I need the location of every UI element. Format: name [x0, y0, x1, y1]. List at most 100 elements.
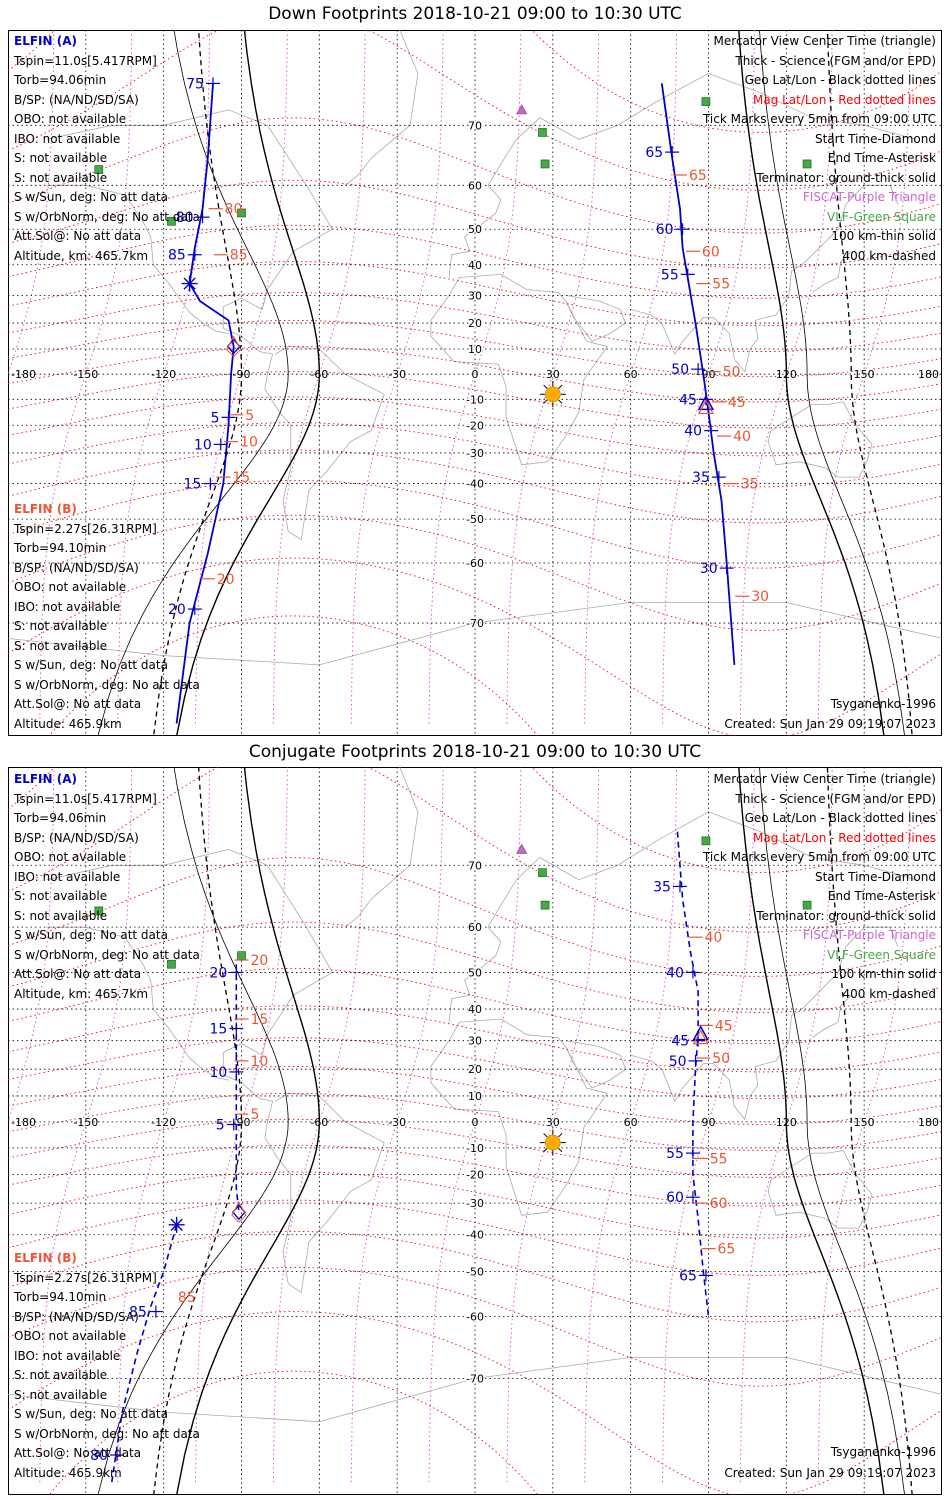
mag-lat-line	[8, 30, 942, 191]
coastline	[812, 251, 852, 293]
lat-tick-label: -70	[466, 1373, 484, 1386]
track-tick-label: 15	[209, 1021, 227, 1037]
track-tick-label: 20	[209, 965, 227, 981]
mag-lon-line	[39, 30, 133, 724]
coastline	[448, 811, 917, 1023]
center-time-triangle	[697, 399, 714, 415]
info-line: Tspin=11.0s[5.417RPM]	[14, 53, 157, 68]
legend-item: 400 km-dashed	[842, 986, 936, 1001]
terminator-100km-line	[97, 767, 289, 1495]
legend-item: VLF-Green Square	[827, 947, 936, 962]
terminator-ground-line	[738, 30, 885, 736]
info-line: IBO: not available	[14, 1348, 121, 1363]
info-line: Torb=94.06min	[14, 73, 107, 87]
mag-lat-line	[8, 422, 942, 488]
legend-item: Start Time-Diamond	[814, 869, 936, 884]
legend-item: 400 km-dashed	[842, 248, 936, 263]
info-line: Tspin=2.27s[26.31RPM]	[14, 1270, 157, 1285]
lat-tick-label: 30	[468, 289, 482, 302]
legend-item: Geo Lat/Lon - Black dotted lines	[744, 73, 936, 87]
track-tick-label: 40	[733, 429, 751, 445]
track-tick-label: 60	[702, 244, 720, 260]
lon-tick-label: -120	[151, 368, 176, 381]
elfin-b-label: ELFIN (B)	[14, 1251, 77, 1265]
vlf-square	[167, 959, 176, 969]
lon-tick-label: -30	[388, 1116, 406, 1129]
mag-lon-line	[662, 30, 755, 724]
mag-lon-line	[506, 30, 600, 724]
lon-tick-label: 90	[702, 1116, 716, 1129]
info-line: OBO: not available	[14, 112, 127, 126]
mag-lon-line	[350, 30, 444, 724]
track-tick-label: 20	[168, 602, 186, 618]
lat-tick-label: -10	[466, 393, 484, 406]
track-tick-label: 35	[653, 879, 671, 895]
vlf-square	[802, 159, 812, 169]
mag-lon-line	[428, 767, 522, 1483]
track-tick-label: 50	[671, 362, 689, 378]
info-line: IBO: not available	[14, 131, 121, 146]
lat-tick-label: 10	[468, 343, 482, 356]
mag-lat-line	[48, 615, 539, 736]
lat-tick-label: -20	[466, 1169, 484, 1182]
lat-tick-label: 50	[468, 966, 482, 979]
map-canvas: -180 -150 -120 -90 -60 -30 0 30 60 90 120 150 180706…	[8, 767, 942, 1495]
lon-tick-label: -120	[151, 1116, 176, 1129]
sun-ray	[543, 399, 548, 404]
elfin-a-track	[111, 1224, 178, 1483]
mag-lat-line	[8, 346, 942, 403]
mag-lon-line	[195, 767, 288, 1483]
info-line: S: not available	[14, 151, 108, 165]
terminator-ground-line	[738, 767, 885, 1495]
track-tick-label: 55	[661, 267, 679, 283]
legend-item: Geo Lat/Lon - Black dotted lines	[744, 811, 936, 825]
track-tick-label: 75	[186, 76, 204, 92]
coastline	[430, 273, 608, 466]
terminator-100km-line	[97, 30, 289, 736]
lon-tick-label: -180	[11, 368, 36, 381]
vlf-square	[701, 836, 711, 846]
coastline	[46, 109, 385, 541]
track-tick-label: 65	[689, 168, 707, 184]
mag-lon-line	[739, 30, 833, 724]
info-line: S w/OrbNorm, deg: No att data	[14, 947, 200, 962]
coastline	[46, 848, 385, 1294]
track-tick-label: 50	[669, 1054, 687, 1070]
map-legend: Mercator View Center Time (triangle) Thi…	[703, 770, 936, 1004]
legend-item: Tick Marks every 5min from 09:00 UTC	[702, 112, 936, 126]
info-line: Att.Sol@: No att data	[14, 1446, 142, 1460]
track-tick-label: 15	[251, 1012, 269, 1028]
lat-tick-label: 70	[468, 119, 482, 132]
vlf-square	[94, 906, 104, 916]
mag-lon-line	[662, 767, 755, 1483]
sun-ray	[558, 1147, 563, 1153]
legend-item: 100 km-thin solid	[831, 229, 936, 243]
coastline	[565, 295, 626, 342]
center-time-triangle	[692, 1029, 709, 1045]
elfin-a-track	[235, 964, 240, 1213]
info-line: Altitude, km: 465.7km	[14, 248, 149, 263]
lon-tick-label: 60	[624, 1116, 638, 1129]
coastline	[448, 72, 917, 278]
elfin-b-info: ELFIN (B) Tspin=2.27s[26.31RPM] Torb=94.…	[14, 500, 200, 734]
info-line: S w/OrbNorm, deg: No att data	[14, 677, 200, 692]
elfin-a-track	[175, 83, 235, 724]
track-tick-label: 85	[178, 1290, 196, 1306]
legend-item: FISCAT-Purple Triangle	[802, 928, 936, 942]
lat-tick-label: -50	[466, 513, 484, 526]
mag-lat-line	[8, 292, 942, 352]
coastline	[430, 1018, 608, 1216]
legend-item: Tick Marks every 5min from 09:00 UTC	[702, 850, 936, 864]
end-asterisk	[183, 277, 196, 290]
map-canvas: -180 -150 -120 -90 -60 -30 0 30 60 90 120 150 180706…	[8, 30, 942, 736]
mag-lat-line	[8, 1066, 942, 1125]
track-tick-label: 45	[715, 1018, 733, 1034]
elfin-b-label: ELFIN (B)	[14, 502, 77, 516]
sun-ray	[543, 1147, 548, 1153]
legend-item: Terminator: ground-thick solid	[756, 170, 936, 185]
info-line: OBO: not available	[14, 580, 127, 594]
terminator-400km-line	[826, 767, 913, 1495]
info-line: Altitude, km: 465.7km	[14, 986, 149, 1001]
lon-tick-label: -30	[388, 368, 406, 381]
track-tick-label: 85	[129, 1305, 147, 1321]
